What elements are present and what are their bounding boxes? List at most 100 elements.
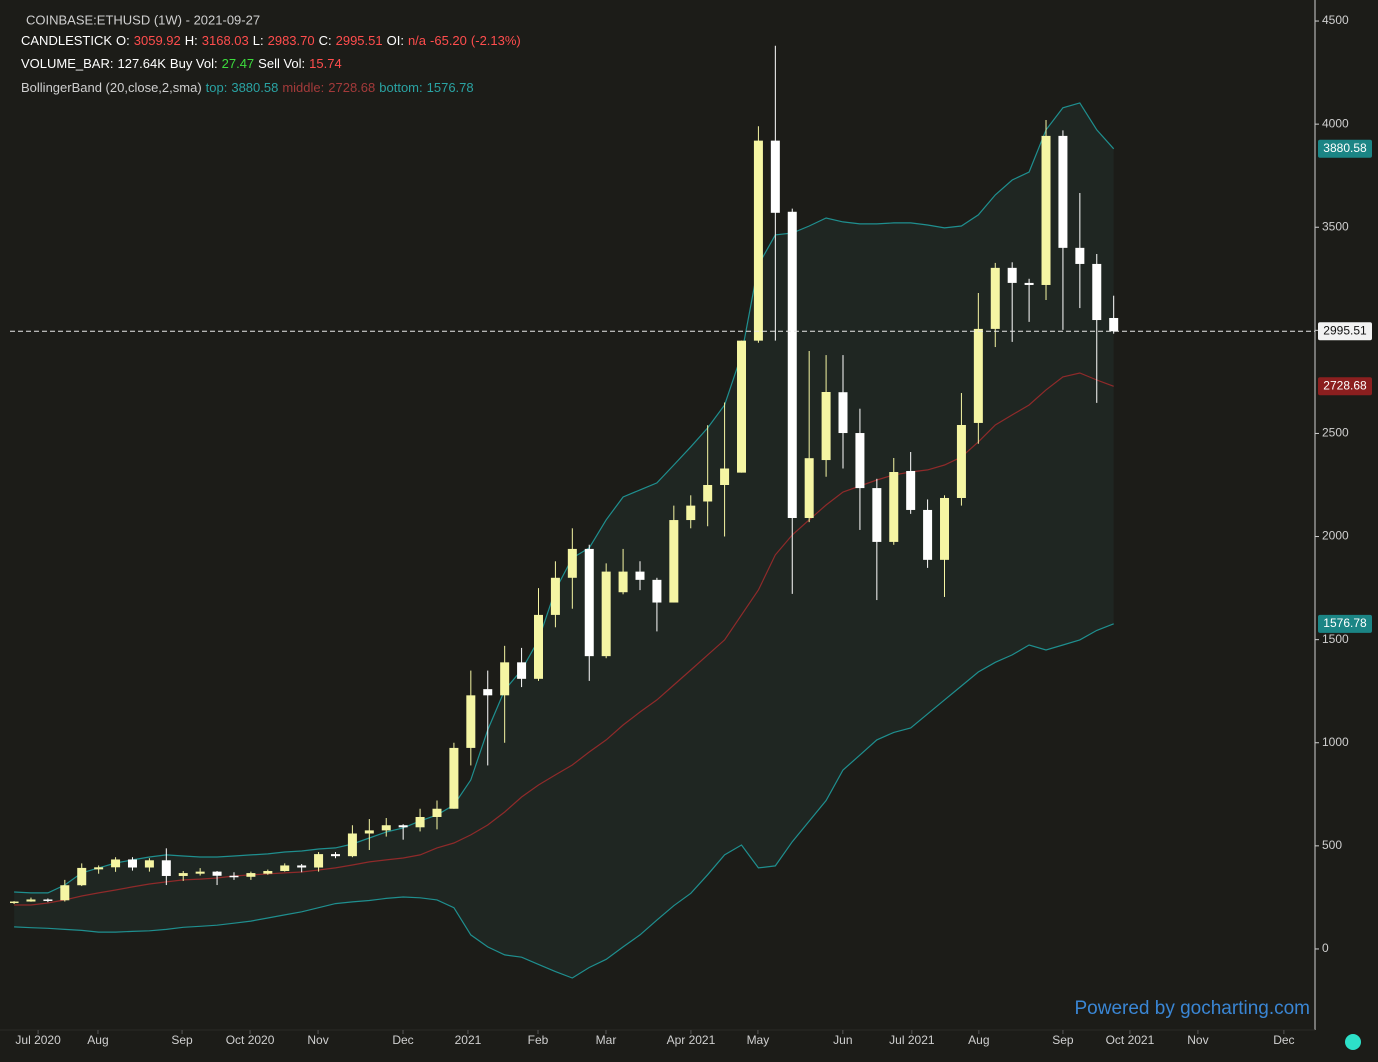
legend-item: L: [253, 33, 264, 48]
legend-item: 3059.92 [134, 33, 181, 48]
y-tick-label: 1000 [1322, 735, 1349, 749]
candle-body [923, 509, 933, 560]
candle-body [195, 871, 205, 874]
x-tick-label: Jul 2020 [15, 1033, 61, 1047]
candle-body [1109, 317, 1119, 332]
candle-body [1092, 263, 1102, 321]
band-fill [14, 102, 1114, 978]
candle-body [229, 875, 239, 878]
x-tick-label: Feb [528, 1033, 549, 1047]
candle-body [1024, 282, 1034, 285]
legend-item: 15.74 [309, 56, 342, 71]
candle-body [990, 267, 1000, 329]
x-tick-label: Apr 2021 [667, 1033, 716, 1047]
x-tick-label: Dec [392, 1033, 413, 1047]
candle-body [533, 614, 543, 679]
candle-body [720, 468, 730, 485]
legend-item: 2983.70 [268, 33, 315, 48]
candle-body [314, 854, 324, 868]
candle-body [787, 211, 797, 518]
candle-body [618, 571, 628, 593]
candle-body [415, 816, 425, 828]
candle-body [753, 140, 763, 341]
legend-item: middle: [282, 80, 324, 95]
legend-line: BollingerBand (20,close,2,sma) top: 3880.5… [21, 80, 474, 95]
price-label-box [1318, 322, 1372, 341]
legend-line: CANDLESTICK O: 3059.92 H: 3168.03 L: 2983.70 C:… [21, 33, 521, 48]
candle-body [364, 830, 374, 834]
x-tick-label: Nov [307, 1033, 328, 1047]
x-tick-label: Aug [87, 1033, 108, 1047]
candle-body [1058, 135, 1068, 248]
legend-item: 3168.03 [202, 33, 249, 48]
legend-item: Buy Vol: [170, 56, 218, 71]
x-tick-label: Nov [1187, 1033, 1208, 1047]
legend-item: -65.20 [430, 33, 467, 48]
candle-body [26, 899, 36, 902]
y-tick-label: 4500 [1322, 13, 1349, 27]
candle-body [872, 488, 882, 542]
candle-body [669, 520, 679, 603]
legend-line: VOLUME_BAR: 127.64K Buy Vol: 27.47 Sell Vol:… [21, 56, 342, 71]
x-tick-label: Aug [968, 1033, 989, 1047]
legend-item: 27.47 [222, 56, 255, 71]
candle-body [1075, 247, 1085, 264]
x-tick-label: Jun [833, 1033, 852, 1047]
candle-body [567, 548, 577, 578]
legend-item: n/a [408, 33, 427, 48]
candle-body [280, 865, 290, 872]
x-tick-label: Sep [171, 1033, 193, 1047]
candle-body [60, 885, 70, 901]
band-value-label-box [1318, 377, 1372, 396]
chart-title: COINBASE:ETHUSD (1W) - 2021-09-27 [26, 12, 260, 27]
x-tick-label: May [747, 1033, 770, 1047]
legend-item: BollingerBand (20,close,2,sma) [21, 80, 202, 95]
status-dot[interactable] [1345, 1034, 1361, 1050]
candle-body [635, 571, 645, 580]
candle-body [956, 424, 966, 498]
candle-body [127, 859, 137, 868]
band-line [14, 102, 1115, 894]
band-value-label: 3880.58 [1323, 141, 1367, 155]
candle-body [77, 867, 87, 886]
y-tick-label: 1500 [1322, 632, 1349, 646]
legend-item: top: [206, 80, 228, 95]
y-tick-label: 500 [1322, 838, 1342, 852]
legend-item: C: [319, 33, 332, 48]
x-tick-label: 2021 [455, 1033, 482, 1047]
x-tick-label: Jul 2021 [889, 1033, 935, 1047]
candle-body [10, 901, 19, 904]
candle-body [432, 808, 442, 817]
candle-body [703, 484, 713, 502]
candle-body [1041, 135, 1051, 285]
candle-body [500, 662, 510, 696]
band-line [14, 372, 1114, 906]
candle-body [483, 689, 493, 696]
band-value-label-box [1318, 139, 1372, 158]
legend-item: OI: [387, 33, 404, 48]
candle-body [246, 873, 256, 877]
legend-item: H: [185, 33, 198, 48]
candle-body [178, 873, 188, 876]
candle-body [906, 470, 916, 510]
candle-body [804, 458, 814, 518]
candle-body [601, 571, 611, 657]
x-tick-label: Oct 2020 [226, 1033, 275, 1047]
x-tick-label: Dec [1273, 1033, 1294, 1047]
candle-body [686, 505, 696, 521]
y-tick-label: 0 [1322, 941, 1329, 955]
y-tick-label: 2500 [1322, 426, 1349, 440]
legend-item: (-2.13%) [471, 33, 521, 48]
legend-item: Sell Vol: [258, 56, 305, 71]
candle-body [144, 860, 154, 868]
candle-body [43, 899, 53, 901]
watermark: Powered by gocharting.com [1074, 998, 1310, 1019]
candle-body [770, 140, 780, 213]
x-tick-label: Oct 2021 [1106, 1033, 1155, 1047]
y-tick-label: 3500 [1322, 219, 1349, 233]
candle-body [94, 867, 104, 870]
candle-body [973, 328, 983, 423]
candle-body [449, 747, 459, 809]
candle-body [737, 340, 747, 473]
